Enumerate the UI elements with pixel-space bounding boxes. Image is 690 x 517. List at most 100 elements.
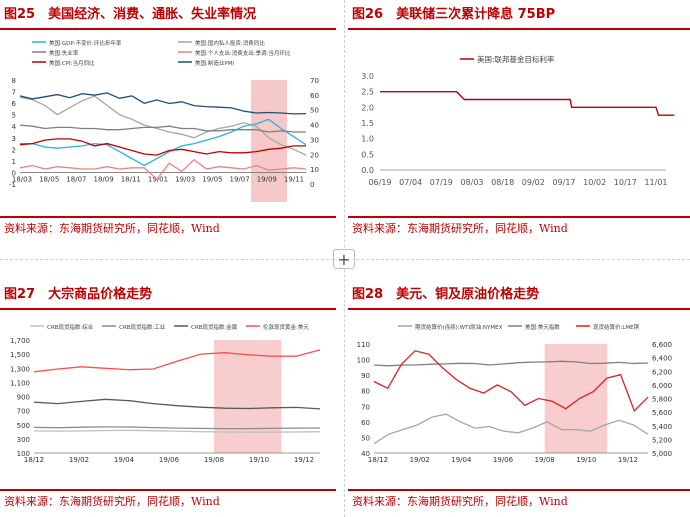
panel-fig26: 图26 美联储三次累计降息 75BP 美国:联邦基金目标利率 0.0 0.5 1.0 1… xyxy=(348,0,690,241)
chart-svg: CRB现货指数:综合 CRB现货指数:工业 CRB现货指数:金属 伦敦现货黄金:美元 1… xyxy=(10,323,321,464)
x-tick-label: 18/12 xyxy=(368,456,388,464)
add-button[interactable]: + xyxy=(333,249,355,269)
series-line xyxy=(19,138,306,156)
y-tick-right: 70 xyxy=(310,77,319,85)
legend-label: 美国:CPI:当月同比 xyxy=(49,59,95,67)
x-tick-label: 19/05 xyxy=(202,175,222,183)
chart-fig25: 美国:GDP:不变价:环比折年率 美国:国内私人投资:消费同比 美国:失业率 美国:个… xyxy=(0,32,336,216)
series-line xyxy=(33,349,321,373)
x-tick-label: 18/09 xyxy=(94,175,114,183)
x-tick-label: 19/06 xyxy=(493,456,514,464)
y-tick-right: 0 xyxy=(310,181,314,189)
y-tick-label: 2.5 xyxy=(361,88,374,97)
y-tick-label: 1,500 xyxy=(10,351,30,359)
x-tick-label: 18/12 xyxy=(24,456,44,464)
y-tick-left: 80 xyxy=(361,388,370,396)
y-tick-right: 5,000 xyxy=(652,450,672,458)
x-tick-label: 19/02 xyxy=(69,456,89,464)
series-line xyxy=(380,91,675,116)
x-tick-label: 06/19 xyxy=(368,178,391,187)
x-tick-label: 19/07 xyxy=(230,175,250,183)
y-tick-label: 2.0 xyxy=(361,103,374,112)
y-tick-label: 1,700 xyxy=(10,337,30,345)
series-line xyxy=(33,429,321,433)
x-tick-label: 08/18 xyxy=(491,178,514,187)
y-tick-label: 0.5 xyxy=(361,150,374,159)
legend-label: 美国:GDP:不变价:环比折年率 xyxy=(49,39,122,47)
chart-fig28: 期货结算价(连续):WTI原油:NYMEX 美国:美元指数 现货结算价:LME铜 40… xyxy=(348,312,690,488)
figure-title: 图25 美国经济、消费、通胀、失业率情况 xyxy=(0,0,336,30)
x-tick-label: 18/07 xyxy=(66,175,86,183)
figure-source: 资料来源：东海期货研究所，同花顺，Wind xyxy=(348,216,690,238)
y-tick-right: 5,200 xyxy=(652,436,672,444)
y-tick-left: 3 xyxy=(12,135,16,143)
y-tick-label: 1,100 xyxy=(10,379,30,387)
figure-source: 资料来源：东海期货研究所，同花顺，Wind xyxy=(0,216,336,238)
x-tick-label: 19/02 xyxy=(410,456,430,464)
x-tick-label: 19/08 xyxy=(535,456,555,464)
x-tick-label: 10/02 xyxy=(583,178,606,187)
y-tick-left: 5 xyxy=(12,112,16,120)
chart-fig26: 美国:联邦基金目标利率 0.0 0.5 1.0 1.5 2.0 2.5 3.0 06/19 07/… xyxy=(348,32,690,216)
series-line xyxy=(373,360,649,367)
y-tick-right: 60 xyxy=(310,92,319,100)
x-tick-label: 18/11 xyxy=(121,175,141,183)
y-tick-label: 100 xyxy=(17,450,30,458)
y-tick-right: 5,400 xyxy=(652,423,672,431)
y-tick-left: 110 xyxy=(357,341,370,349)
x-tick-label: 19/11 xyxy=(284,175,304,183)
y-tick-right: 20 xyxy=(310,151,319,159)
y-tick-label: 3.0 xyxy=(361,72,374,81)
y-tick-left: 4 xyxy=(12,123,17,131)
y-tick-left: 0 xyxy=(12,169,16,177)
legend-label: 伦敦现货黄金:美元 xyxy=(263,323,309,331)
y-tick-label: 700 xyxy=(17,408,30,416)
legend-label: 美国:美元指数 xyxy=(525,323,560,331)
figure-title: 图27 大宗商品价格走势 xyxy=(0,280,336,310)
series-line xyxy=(373,350,649,412)
y-tick-right: 5,600 xyxy=(652,409,672,417)
y-tick-label: 0.0 xyxy=(361,166,374,175)
shaded-period xyxy=(544,344,608,453)
chart-fig27: CRB现货指数:综合 CRB现货指数:工业 CRB现货指数:金属 伦敦现货黄金:美元 1… xyxy=(0,312,336,488)
x-tick-label: 19/01 xyxy=(148,175,168,183)
x-tick-label: 19/12 xyxy=(618,456,638,464)
shaded-period xyxy=(214,340,282,453)
legend-label: CRB现货指数:工业 xyxy=(119,323,166,331)
y-tick-left: 90 xyxy=(361,372,370,380)
panel-fig27: 图27 大宗商品价格走势 CRB现货指数:综合 CRB现货指数:工业 CRB现货指数… xyxy=(0,280,336,517)
chart-svg: 美国:联邦基金目标利率 0.0 0.5 1.0 1.5 2.0 2.5 3.0 06/19 07/… xyxy=(361,54,675,187)
x-tick-label: 09/17 xyxy=(552,178,575,187)
y-tick-left: 70 xyxy=(361,403,370,411)
series-line xyxy=(19,92,307,115)
y-tick-right: 50 xyxy=(310,107,319,115)
y-tick-label: 900 xyxy=(17,394,30,402)
x-tick-label: 19/10 xyxy=(576,456,596,464)
x-tick-label: 19/12 xyxy=(294,456,314,464)
y-tick-left: -1 xyxy=(9,181,16,189)
y-tick-left: 60 xyxy=(361,419,370,427)
x-tick-label: 19/06 xyxy=(159,456,180,464)
y-tick-label: 500 xyxy=(17,422,30,430)
legend-label: 现货结算价:LME铜 xyxy=(593,323,640,331)
legend-label: CRB现货指数:综合 xyxy=(47,323,94,331)
x-tick-label: 19/08 xyxy=(204,456,224,464)
x-tick-label: 19/04 xyxy=(451,456,472,464)
x-tick-label: 07/19 xyxy=(430,178,453,187)
y-tick-right: 40 xyxy=(310,122,319,130)
shaded-period xyxy=(251,80,287,202)
panel-fig28: 图28 美元、铜及原油价格走势 期货结算价(连续):WTI原油:NYMEX 美国:… xyxy=(348,280,690,517)
y-tick-right: 30 xyxy=(310,136,319,144)
legend-label: 美国:制造业PMI xyxy=(195,59,234,67)
figure-source: 资料来源：东海期货研究所，同花顺，Wind xyxy=(348,489,690,511)
series-line xyxy=(373,413,649,445)
panel-fig25: 图25 美国经济、消费、通胀、失业率情况 美国:GDP:不变价:环比折年率 美国:… xyxy=(0,0,336,241)
legend-label: 美国:联邦基金目标利率 xyxy=(477,54,555,64)
y-tick-right: 6,600 xyxy=(652,341,672,349)
y-tick-label: 1,300 xyxy=(10,365,30,373)
y-tick-left: 1 xyxy=(12,158,16,166)
x-tick-label: 08/03 xyxy=(460,178,483,187)
y-tick-left: 2 xyxy=(12,146,16,154)
x-tick-label: 18/05 xyxy=(39,175,59,183)
